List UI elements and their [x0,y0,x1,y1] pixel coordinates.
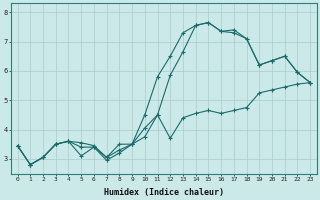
X-axis label: Humidex (Indice chaleur): Humidex (Indice chaleur) [104,188,224,197]
